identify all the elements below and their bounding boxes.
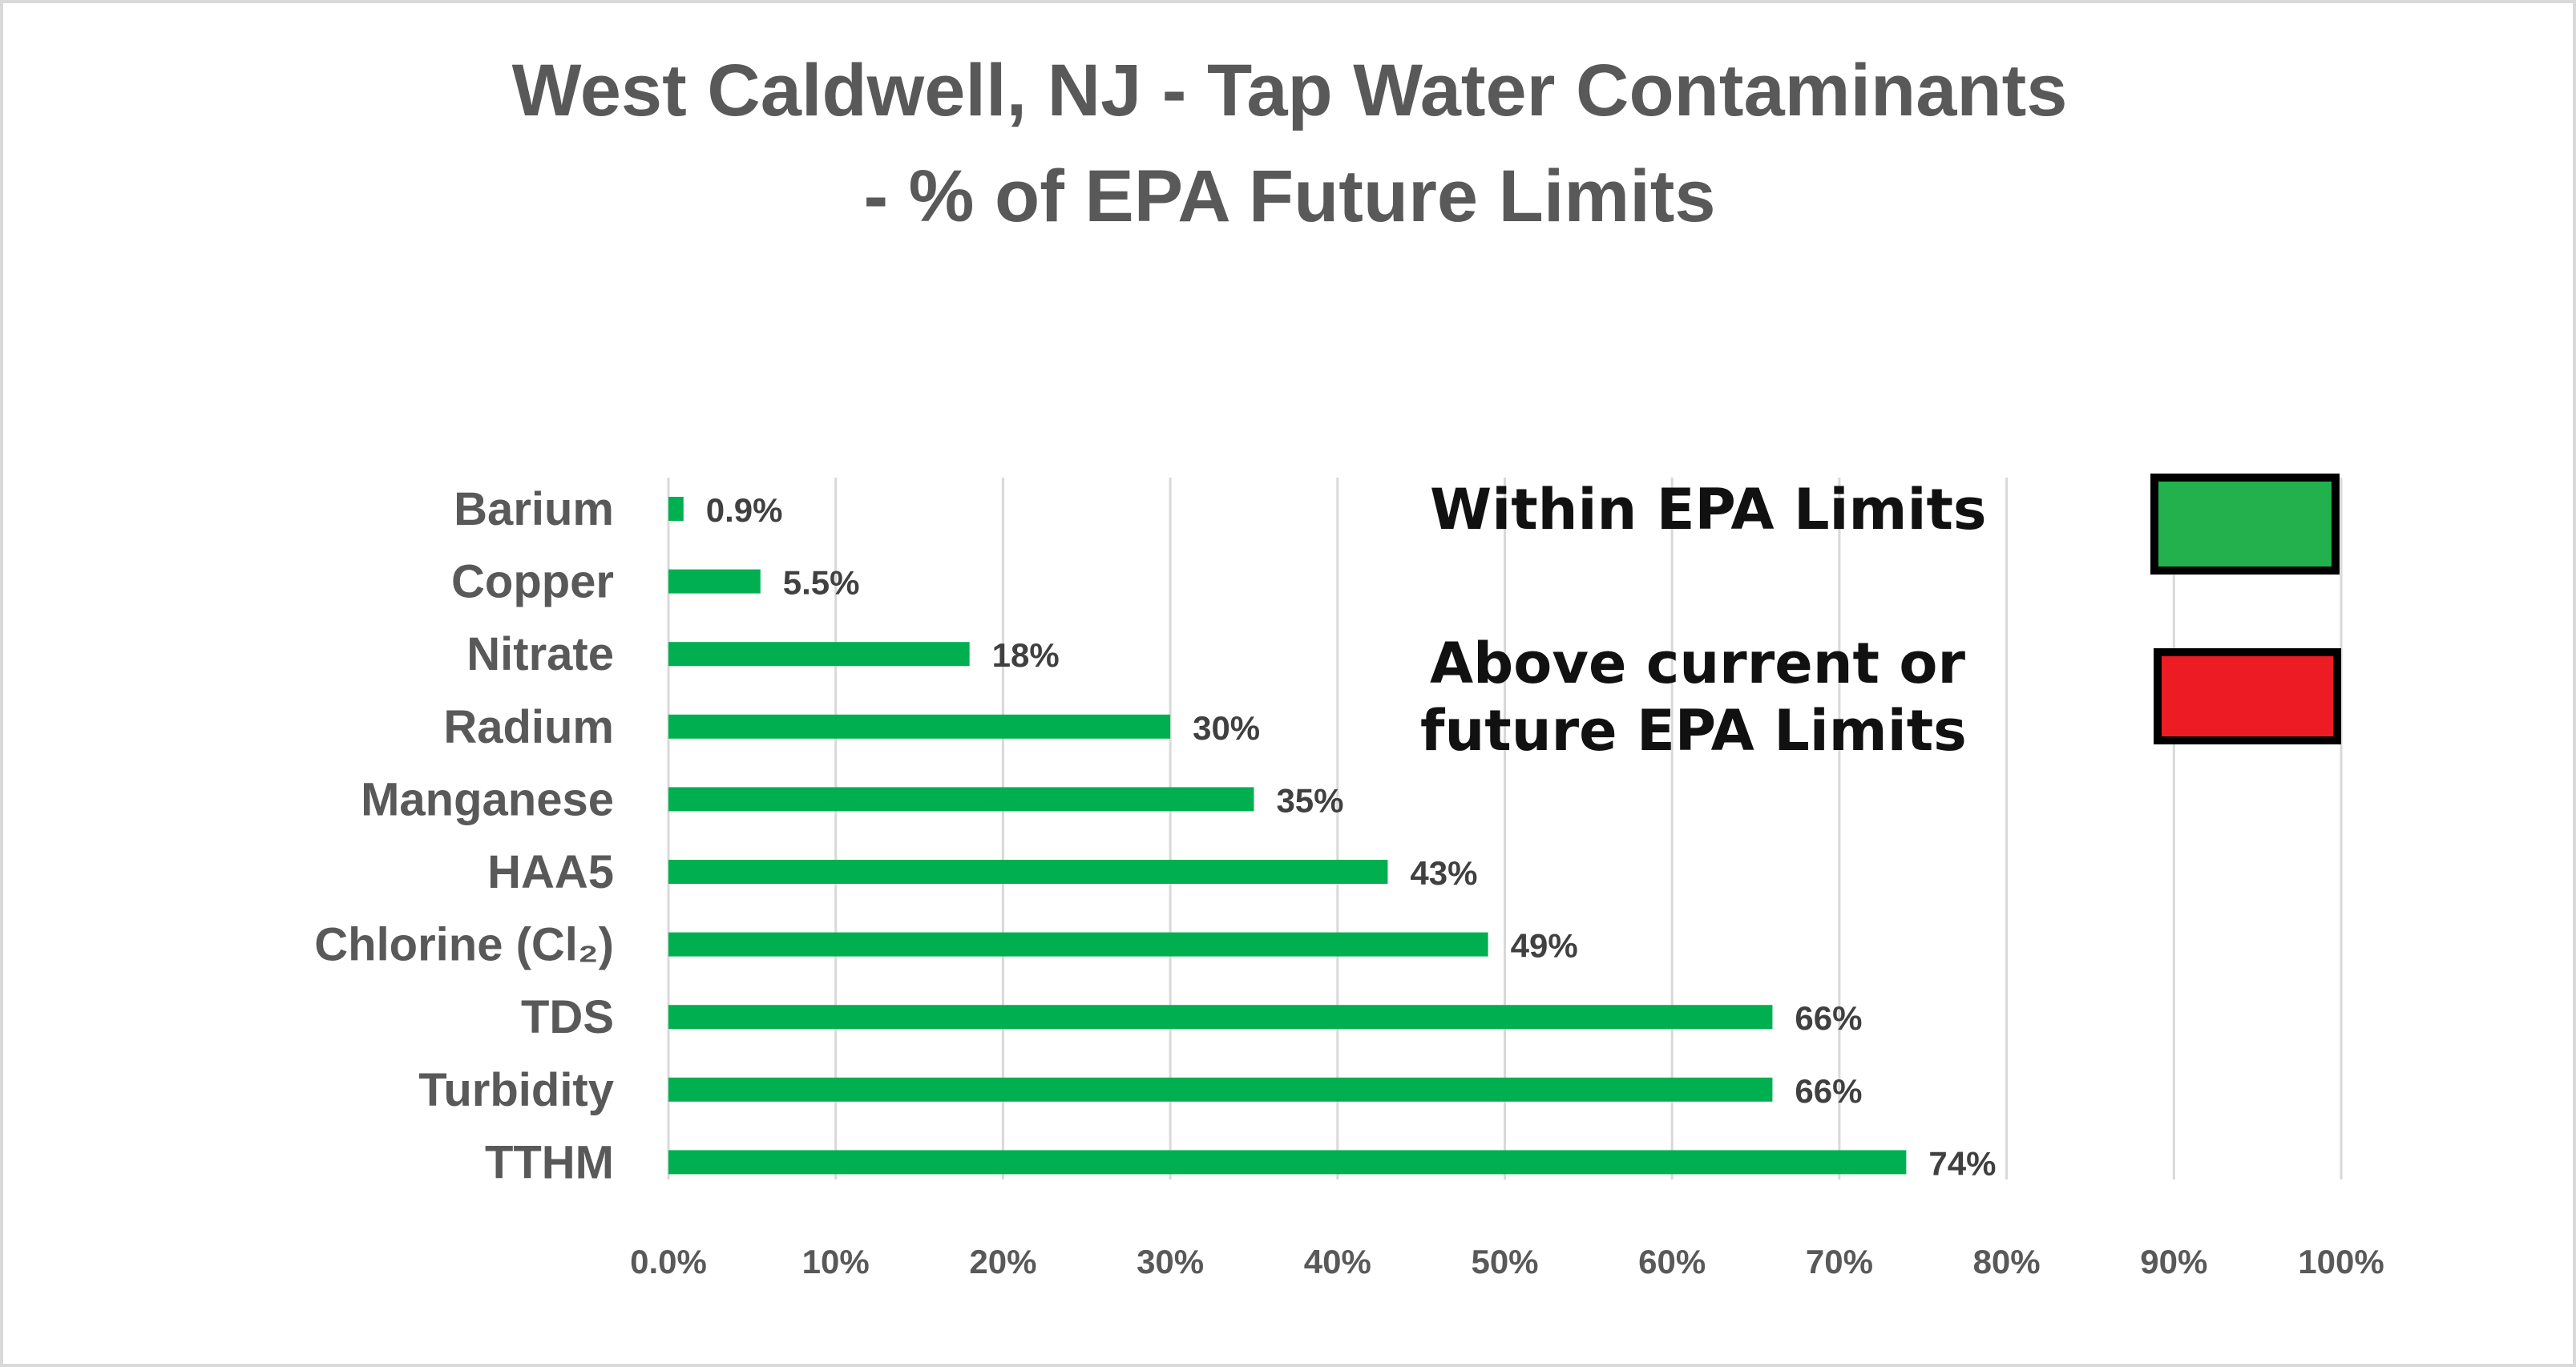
x-tick-label: 100%: [2298, 1243, 2384, 1280]
chart-title-line-2: - % of EPA Future Limits: [863, 155, 1715, 237]
data-label: 18%: [992, 636, 1060, 674]
data-label: 0.9%: [706, 491, 783, 529]
data-label: 35%: [1276, 781, 1343, 819]
bar: [668, 860, 1388, 884]
legend-label-above-line-2: future EPA Limits: [1420, 698, 1967, 764]
data-label: 66%: [1795, 999, 1862, 1037]
category-labels: Barium Copper Nitrate Radium Manganese HAA5 Ch…: [314, 483, 614, 1188]
category-label: Barium: [454, 483, 614, 535]
category-label: Chlorine (Cl₂): [314, 919, 614, 971]
category-label: Nitrate: [466, 628, 614, 680]
category-label: TTHM: [485, 1136, 614, 1188]
category-label: Copper: [451, 556, 614, 608]
bar: [668, 787, 1254, 812]
category-label: TDS: [521, 991, 614, 1043]
x-tick-label: 20%: [969, 1243, 1036, 1280]
bar: [668, 1150, 1907, 1175]
bar: [668, 1005, 1773, 1030]
category-label: Manganese: [361, 773, 614, 825]
legend: Within EPA Limits Above current or futur…: [1420, 474, 2341, 764]
x-tick-label: 80%: [1973, 1243, 2041, 1280]
legend-label-within: Within EPA Limits: [1430, 477, 1987, 542]
bars: 0.9%5.5% 18% 30% 35% 43% 49% 66% 66% 74%: [668, 491, 1996, 1182]
bar-chart: West Caldwell, NJ - Tap Water Contaminan…: [314, 50, 2384, 1280]
bar: [668, 497, 684, 521]
x-tick-label: 50%: [1471, 1243, 1538, 1280]
legend-label-above-line-1: Above current or: [1430, 631, 1965, 696]
x-tick-label: 10%: [802, 1243, 870, 1280]
bar: [668, 1077, 1773, 1102]
x-tick-label: 90%: [2140, 1243, 2207, 1280]
x-tick-label: 0.0%: [630, 1243, 707, 1280]
bar: [668, 569, 761, 594]
chart-title-line-1: West Caldwell, NJ - Tap Water Contaminan…: [512, 50, 2068, 131]
category-label: Turbidity: [418, 1064, 614, 1116]
bar: [668, 932, 1488, 957]
category-label: HAA5: [487, 846, 614, 898]
data-label: 74%: [1928, 1144, 1996, 1182]
x-tick-label: 70%: [1806, 1243, 1873, 1280]
x-tick-label: 30%: [1137, 1243, 1204, 1280]
bar: [668, 642, 970, 667]
x-tick-labels: 0.0% 10% 20% 30% 40% 50% 60% 70% 80% 90% 100%: [630, 1243, 2384, 1280]
legend-swatch-red: [2154, 648, 2341, 744]
data-label: 66%: [1795, 1072, 1862, 1110]
legend-swatch-green: [2150, 474, 2340, 575]
bar: [668, 714, 1171, 739]
data-label: 43%: [1410, 854, 1477, 892]
data-label: 30%: [1193, 709, 1260, 747]
x-tick-label: 60%: [1638, 1243, 1706, 1280]
x-tick-label: 40%: [1304, 1243, 1371, 1280]
data-label: 5.5%: [783, 564, 860, 602]
category-label: Radium: [443, 701, 614, 753]
gridlines: [667, 478, 2343, 1179]
data-label: 49%: [1511, 927, 1578, 965]
